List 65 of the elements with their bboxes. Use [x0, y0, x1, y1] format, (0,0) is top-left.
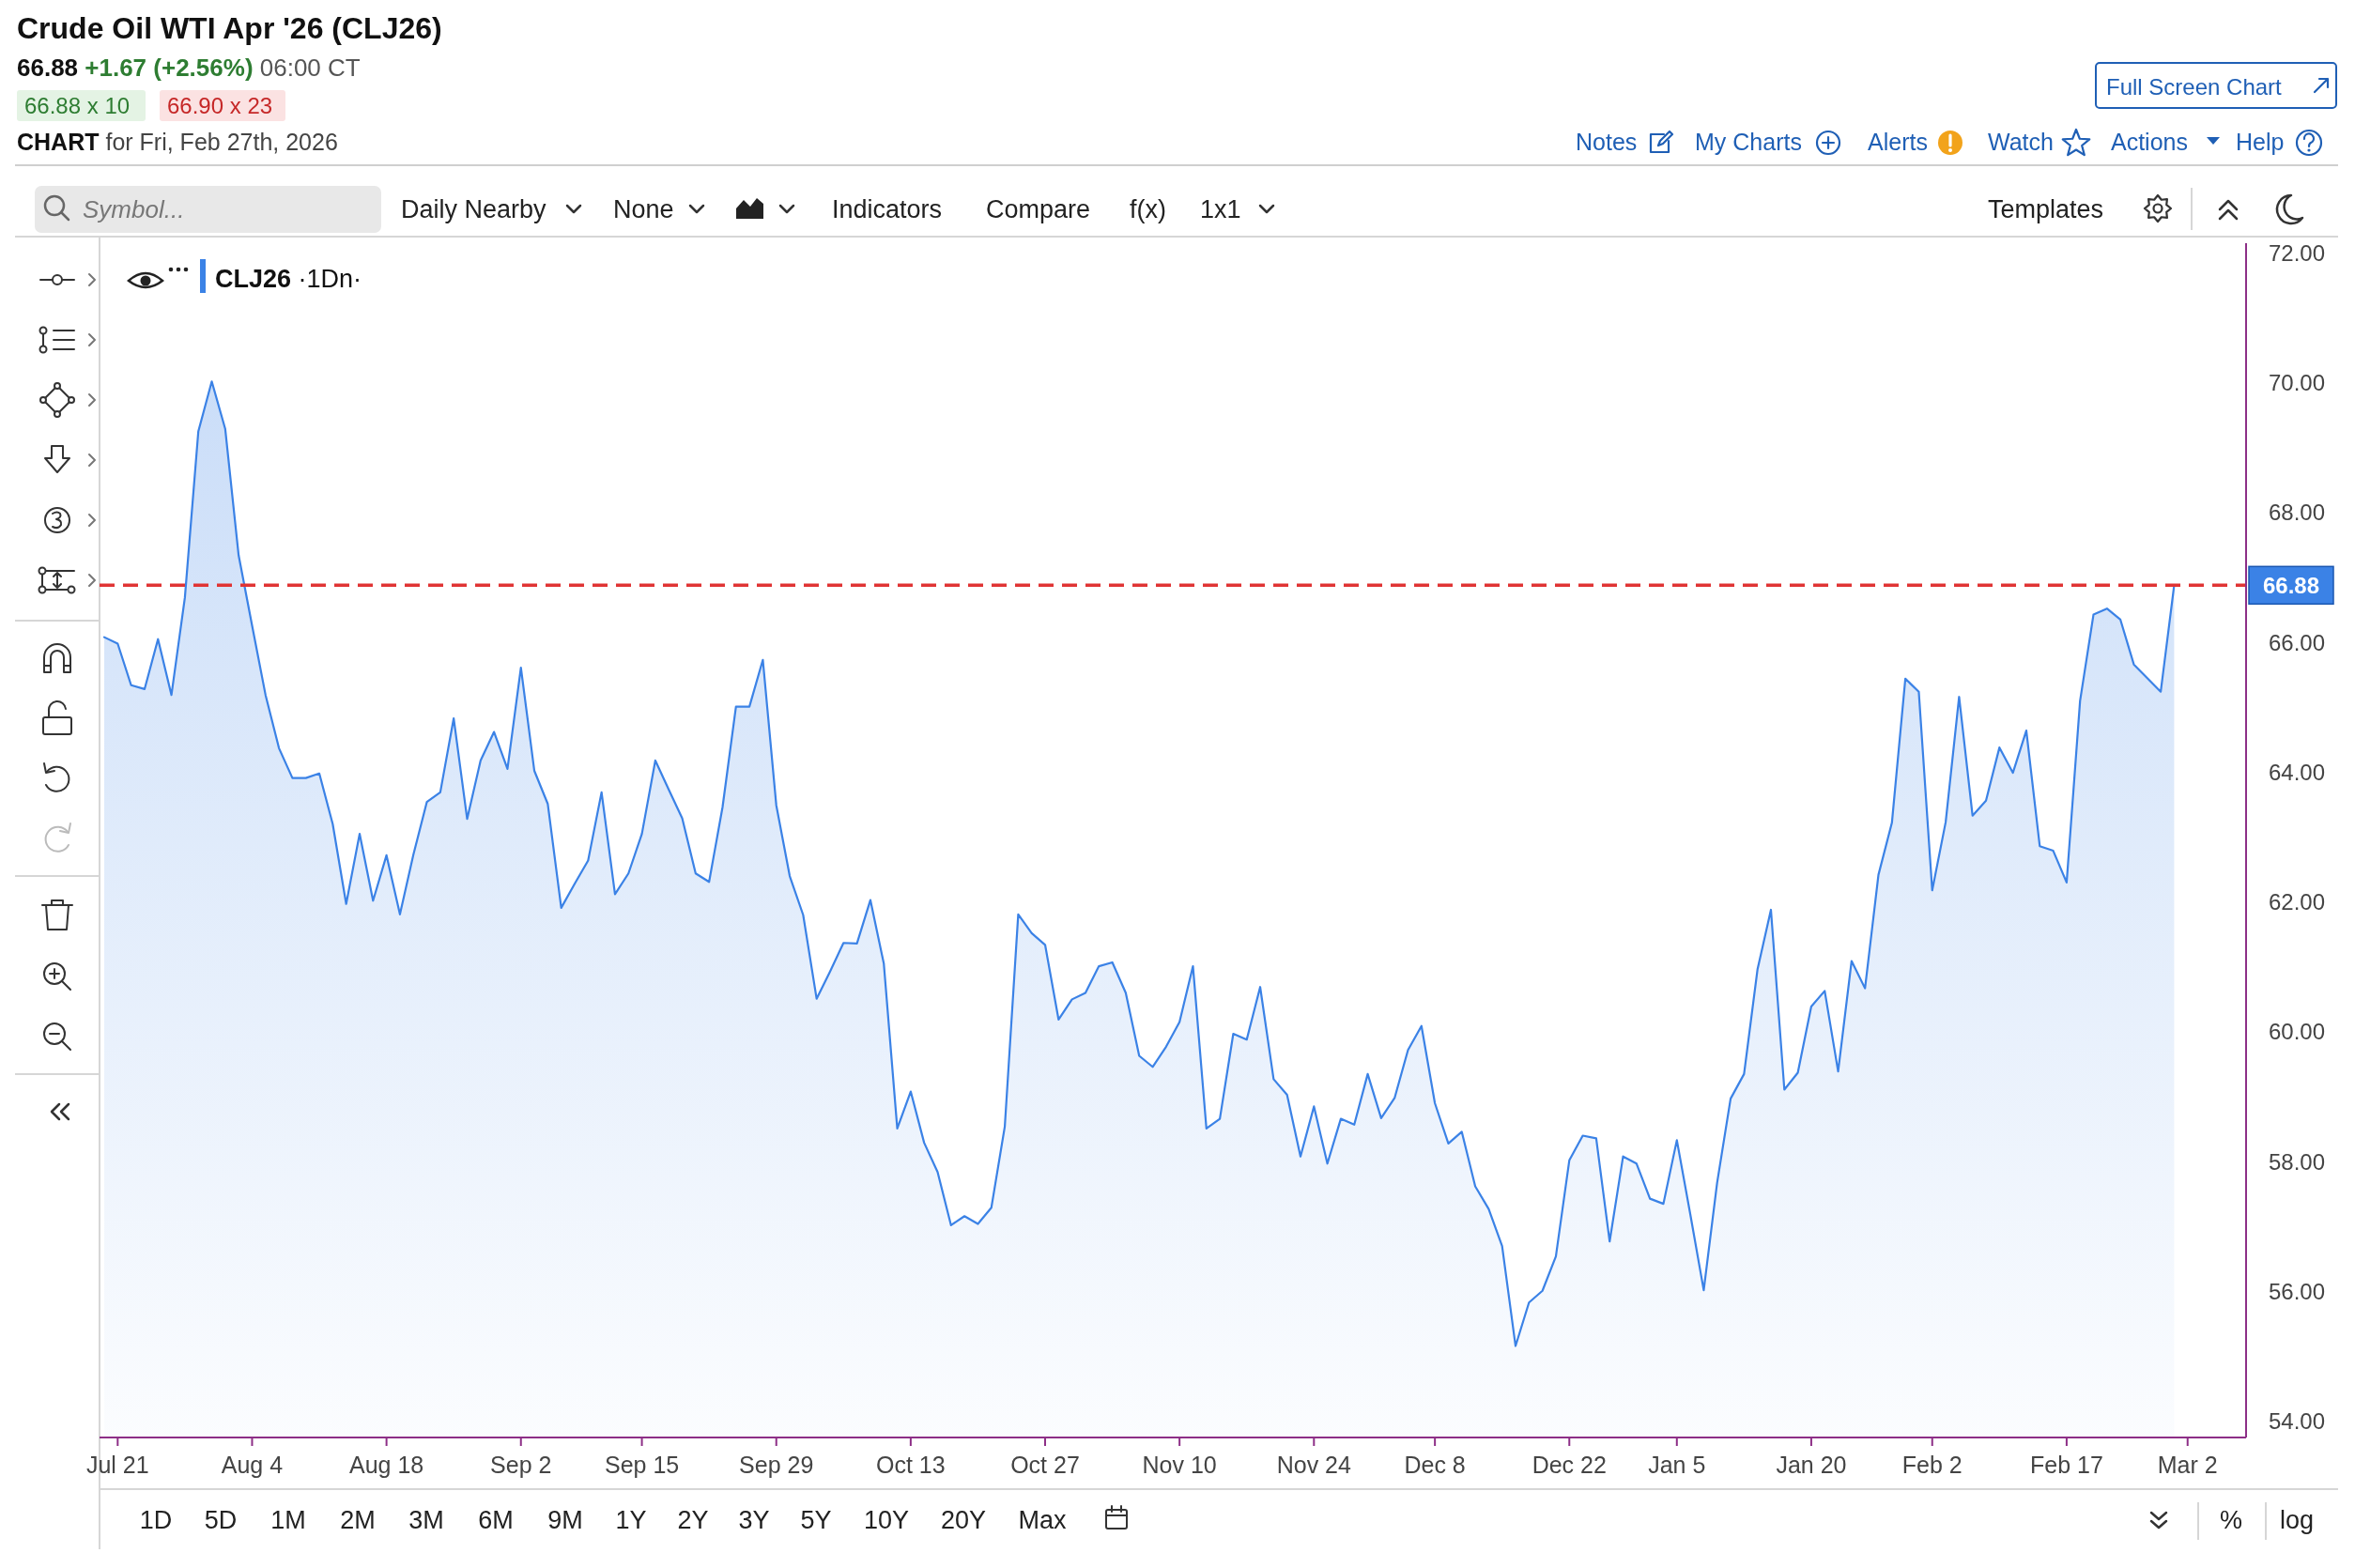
- text: 10Y: [863, 1506, 910, 1534]
- text: None: [613, 195, 674, 223]
- text: Watch: [1988, 129, 2054, 155]
- text: Indicators: [832, 195, 943, 223]
- text: f(x): [1130, 195, 1166, 223]
- x-tick-label: Aug 18: [348, 1452, 424, 1478]
- text: 3Y: [738, 1506, 770, 1534]
- text: 2M: [340, 1506, 376, 1534]
- text: 66.90 x 23: [167, 93, 273, 118]
- y-tick-label: 58.00: [2269, 1148, 2326, 1175]
- text: %: [2219, 1506, 2243, 1534]
- text: log: [2279, 1506, 2315, 1534]
- text: 5Y: [800, 1506, 832, 1534]
- y-tick-label: 68.00: [2269, 500, 2326, 526]
- x-tick-label: Nov 24: [1276, 1452, 1351, 1478]
- y-tick-label: 66.00: [2269, 629, 2326, 655]
- y-tick-label: 60.00: [2269, 1019, 2326, 1045]
- ref-line-label: 66.88: [2262, 572, 2320, 598]
- x-tick-label: Aug 4: [221, 1452, 284, 1478]
- x-tick-label: Dec 22: [1532, 1452, 1607, 1478]
- text: Full Screen Chart: [2106, 74, 2283, 100]
- text: Alerts: [1868, 129, 1928, 155]
- text: 5D: [204, 1506, 238, 1534]
- text: Max: [1018, 1506, 1067, 1534]
- text: 20Y: [940, 1506, 987, 1534]
- text: 6M: [478, 1506, 514, 1534]
- text: CHART for Fri, Feb 27th, 2026: [17, 129, 338, 155]
- y-tick-label: 56.00: [2269, 1278, 2326, 1304]
- y-tick-label: 54.00: [2269, 1408, 2326, 1435]
- x-tick-label: Jan 20: [1776, 1452, 1847, 1478]
- text: 66.88 x 10: [24, 93, 131, 118]
- chart-title: Crude Oil WTI Apr '26 (CLJ26): [17, 11, 442, 45]
- text: 3M: [408, 1506, 444, 1534]
- text: Notes: [1576, 129, 1638, 155]
- legend-label: CLJ26 ·1Dn·: [215, 265, 362, 293]
- x-tick-label: Feb 2: [1901, 1452, 1962, 1478]
- x-tick-label: Sep 2: [490, 1452, 552, 1478]
- text: 2Y: [677, 1506, 709, 1534]
- x-tick-label: Oct 13: [876, 1452, 946, 1478]
- text: My Charts: [1695, 129, 1802, 155]
- y-tick-label: 64.00: [2269, 759, 2326, 785]
- text: 1M: [270, 1506, 306, 1534]
- x-tick-label: Nov 10: [1142, 1452, 1217, 1478]
- text: Actions: [2111, 129, 2188, 155]
- text: Compare: [986, 195, 1091, 223]
- x-tick-label: Feb 17: [2029, 1452, 2103, 1478]
- x-tick-label: Mar 2: [2157, 1452, 2218, 1478]
- y-tick-label: 70.00: [2269, 370, 2326, 396]
- text: 1Y: [615, 1506, 647, 1534]
- x-tick-label: Sep 29: [739, 1452, 814, 1478]
- text: 1x1: [1200, 195, 1241, 223]
- y-tick-label: 62.00: [2269, 889, 2326, 915]
- text: 1D: [139, 1506, 173, 1534]
- y-tick-label: 72.00: [2269, 239, 2326, 266]
- text: Help: [2236, 129, 2285, 155]
- x-tick-label: Jan 5: [1648, 1452, 1706, 1478]
- text: Symbol...: [83, 195, 185, 223]
- x-tick-label: Dec 8: [1404, 1452, 1466, 1478]
- x-tick-label: Oct 27: [1010, 1452, 1080, 1478]
- text: Daily Nearby: [401, 195, 547, 223]
- text: 9M: [547, 1506, 583, 1534]
- x-tick-label: Sep 15: [604, 1452, 680, 1478]
- chart-subtitle: 66.88 +1.67 (+2.56%) 06:00 CT: [17, 54, 361, 82]
- text: Templates: [1988, 195, 2104, 223]
- x-tick-label: Jul 21: [85, 1452, 149, 1478]
